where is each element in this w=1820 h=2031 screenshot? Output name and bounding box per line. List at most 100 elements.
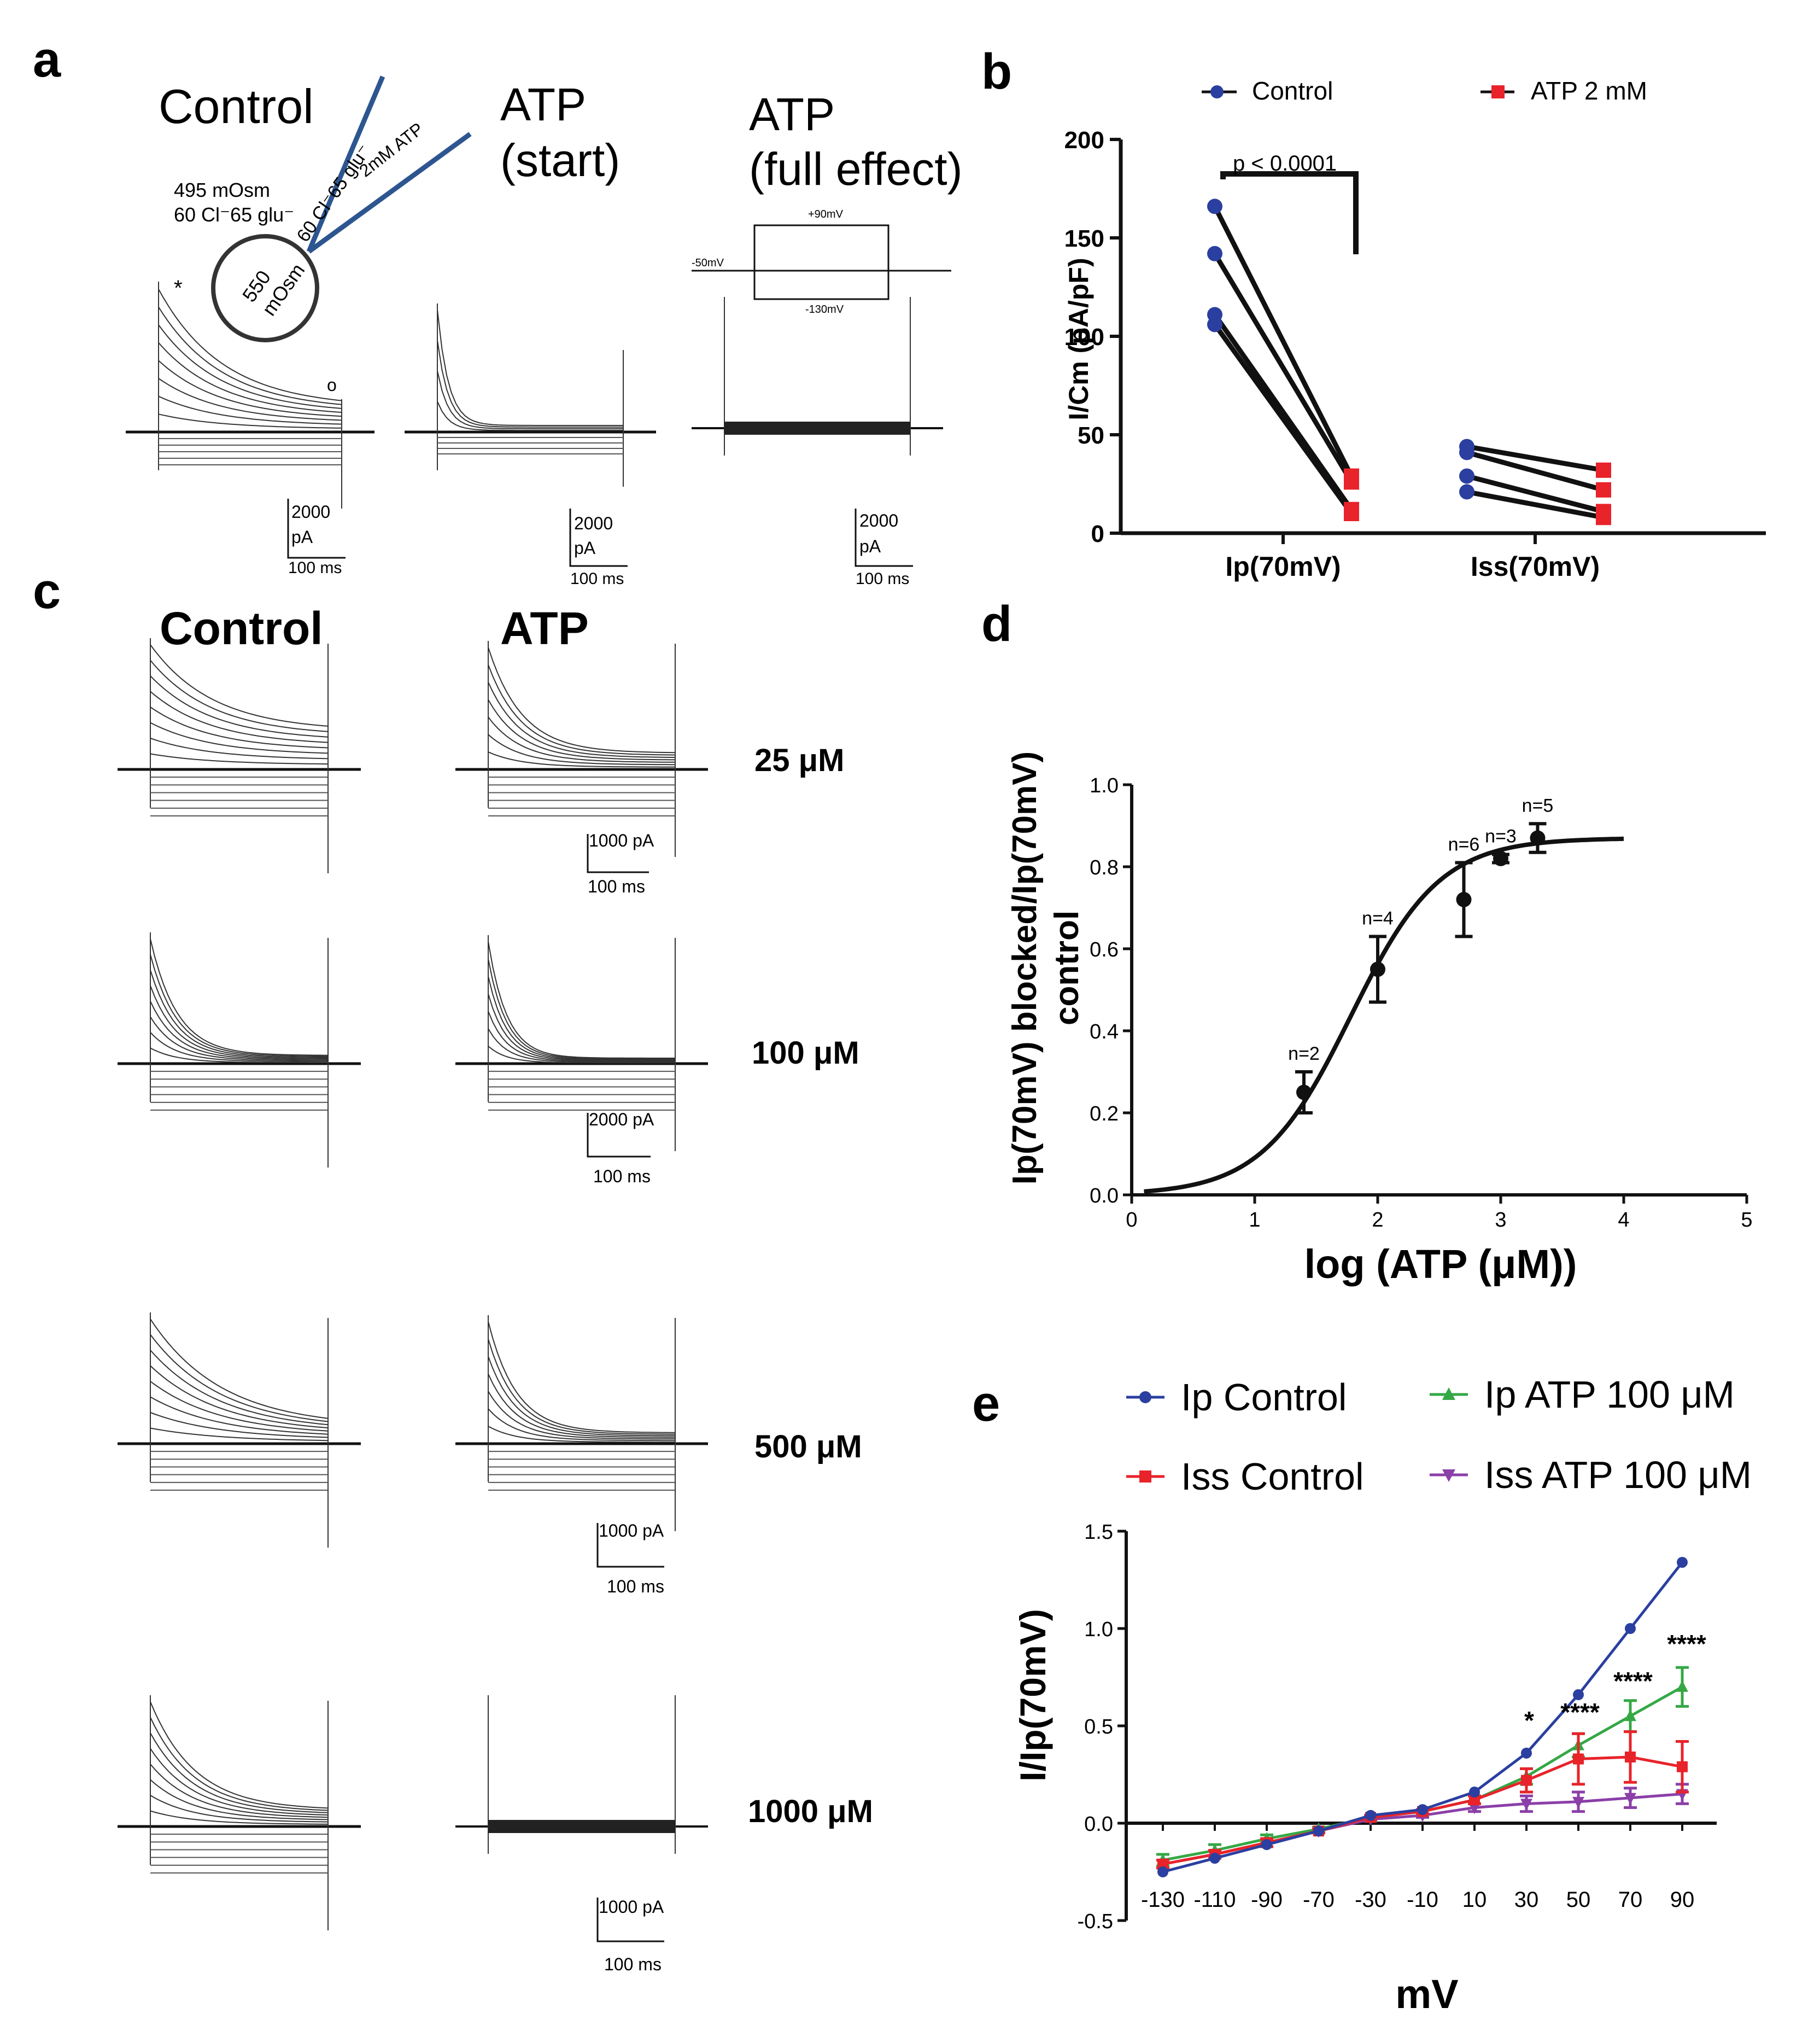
e-ip-atp-point <box>1676 1680 1688 1692</box>
e-iss-atp-point <box>1572 1796 1584 1808</box>
trace-sweep <box>150 954 328 1057</box>
b-pair-line <box>1466 474 1605 514</box>
e-iss-atp-point <box>1520 1799 1532 1811</box>
panel-b-marks <box>1207 199 1611 526</box>
trace-sweep <box>150 1732 329 1813</box>
scalebar-a3: 2000 pA 100 ms <box>855 509 913 588</box>
trace-sweep <box>488 1046 675 1064</box>
scalebar-c4: 1000 pA 100 ms <box>596 1897 664 1974</box>
e-ip-control-point <box>1157 1866 1168 1877</box>
b-control-point <box>1459 445 1474 460</box>
e-x-tick-label: -90 <box>1251 1888 1283 1912</box>
pipette-ion-label: 60 Cl⁻65 glu⁻ <box>292 141 374 246</box>
d-data-point <box>1370 961 1385 977</box>
scalebar-c2: 2000 pA 100 ms <box>587 1110 654 1186</box>
panel-c-title-atp: ATP <box>500 603 589 654</box>
e-legend-label: Iss Control <box>1181 1455 1364 1498</box>
e-iss-control-point <box>1469 1794 1480 1806</box>
e-iss-control-point <box>1677 1761 1688 1772</box>
d-data-point <box>1530 830 1546 846</box>
e-x-tick-label: -30 <box>1355 1888 1386 1912</box>
scalebar-c4-amp: 1000 pA <box>599 1897 664 1917</box>
d-data-point <box>1456 892 1472 907</box>
e-series-line <box>1162 1685 1683 1862</box>
b-pair-line <box>1213 252 1354 483</box>
d-n-label: n=2 <box>1288 1043 1320 1064</box>
b-y-tick-label: 50 <box>1078 422 1104 449</box>
protocol-left-label: -50mV <box>692 257 724 269</box>
e-x-tick-label: 70 <box>1618 1888 1643 1912</box>
trace-sweep <box>158 342 342 413</box>
panel-d-letter: d <box>981 596 1012 652</box>
scalebar-a2-time: 100 ms <box>570 570 624 588</box>
e-legend-marker <box>1139 1470 1151 1483</box>
trace-sweep <box>150 1016 328 1061</box>
e-x-tick-label: 10 <box>1462 1888 1487 1912</box>
trace-a-atp-full <box>692 297 943 456</box>
trace-sweep <box>150 1701 329 1809</box>
protocol-bottom-label: -130mV <box>805 304 844 316</box>
e-ip-control-point <box>1625 1623 1636 1634</box>
b-pair-line <box>1466 450 1605 493</box>
panel-b-axes: 0 50 100 150 200 Ip(70mV) Iss(70mV) <box>1064 127 1766 582</box>
d-x-tick-label: 0 <box>1126 1209 1137 1232</box>
e-x-tick-label: -10 <box>1407 1888 1438 1912</box>
e-legend-marker <box>1442 1387 1455 1400</box>
b-control-point <box>1207 317 1222 332</box>
e-x-tick-label: 30 <box>1514 1888 1539 1912</box>
d-y-tick-label: 0.2 <box>1090 1102 1119 1125</box>
trace-sweep <box>150 1001 329 1060</box>
trace-dense-band <box>488 1820 675 1833</box>
b-pair-line <box>1466 489 1604 520</box>
e-x-tick-label: -70 <box>1303 1888 1335 1912</box>
scalebar-c1: 1000 pA 100 ms <box>587 831 654 896</box>
e-ip-control-point <box>1313 1825 1324 1837</box>
panel-d: d Ip(70mV) blocked/Ip(70mV) control log … <box>981 596 1753 1287</box>
e-iss-control-point <box>1625 1751 1636 1762</box>
trace-sweep <box>150 970 328 1058</box>
trace-sweep <box>158 378 342 421</box>
trace-sweep <box>150 1748 329 1816</box>
scalebar-a2-amp: 2000 <box>574 513 613 533</box>
protocol-step-box <box>753 224 889 300</box>
d-fit-curve <box>1144 836 1624 1194</box>
trace-sweep <box>158 306 342 405</box>
e-iss-control-point <box>1157 1858 1168 1870</box>
scalebar-c4-lines <box>596 1898 664 1942</box>
d-x-tick-label: 4 <box>1618 1209 1629 1232</box>
b-control-point <box>1459 484 1474 500</box>
panel-d-xlabel: log (ATP (μM)) <box>1304 1241 1577 1287</box>
legend-atp-label: ATP 2 mM <box>1531 77 1647 105</box>
panel-e-marks: * ************ <box>1156 1556 1706 1877</box>
e-x-tick-label: 50 <box>1566 1888 1591 1912</box>
scalebar-a2-unit: pA <box>574 538 596 558</box>
panel-b: b Control ATP 2 mM I/Cm (pA/pF) 0 50 100 15… <box>981 44 1766 582</box>
panel-e-ylabel: I/Ip(70mV) <box>1013 1609 1053 1781</box>
trace-sweep <box>150 1032 328 1063</box>
d-data-point <box>1493 851 1508 866</box>
trace-sweep <box>150 1350 329 1426</box>
panel-a-title-atp-full-2: (full effect) <box>749 143 963 195</box>
e-y-tick-label: 0.0 <box>1084 1813 1113 1836</box>
bath-osm-label: 495 mOsm <box>174 179 270 201</box>
trace-sweep <box>150 660 329 732</box>
e-ip-control-point <box>1573 1689 1584 1701</box>
scalebar-a3-amp: 2000 <box>859 511 898 530</box>
scalebar-c3: 1000 pA 100 ms <box>596 1521 664 1596</box>
trace-sweep <box>488 699 675 761</box>
e-iss-atp-point <box>1468 1802 1480 1814</box>
pipette-upper <box>306 75 385 253</box>
e-ip-control-point <box>1521 1747 1532 1759</box>
panel-b-significance: p < 0.0001 <box>1220 151 1359 254</box>
conc-label-1000: 1000 μM <box>748 1794 873 1829</box>
b-atp-point <box>1596 510 1611 526</box>
e-ip-control-point <box>1417 1804 1428 1816</box>
b-pair-line <box>1212 205 1354 477</box>
trace-sweep <box>488 941 675 1059</box>
trace-sweep <box>488 664 676 756</box>
d-x-tick-label: 2 <box>1372 1209 1383 1232</box>
trace-sweep <box>158 289 342 401</box>
panel-d-ylabel-1: Ip(70mV) blocked/Ip(70mV) <box>1006 751 1044 1184</box>
trace-sweep <box>158 395 342 425</box>
